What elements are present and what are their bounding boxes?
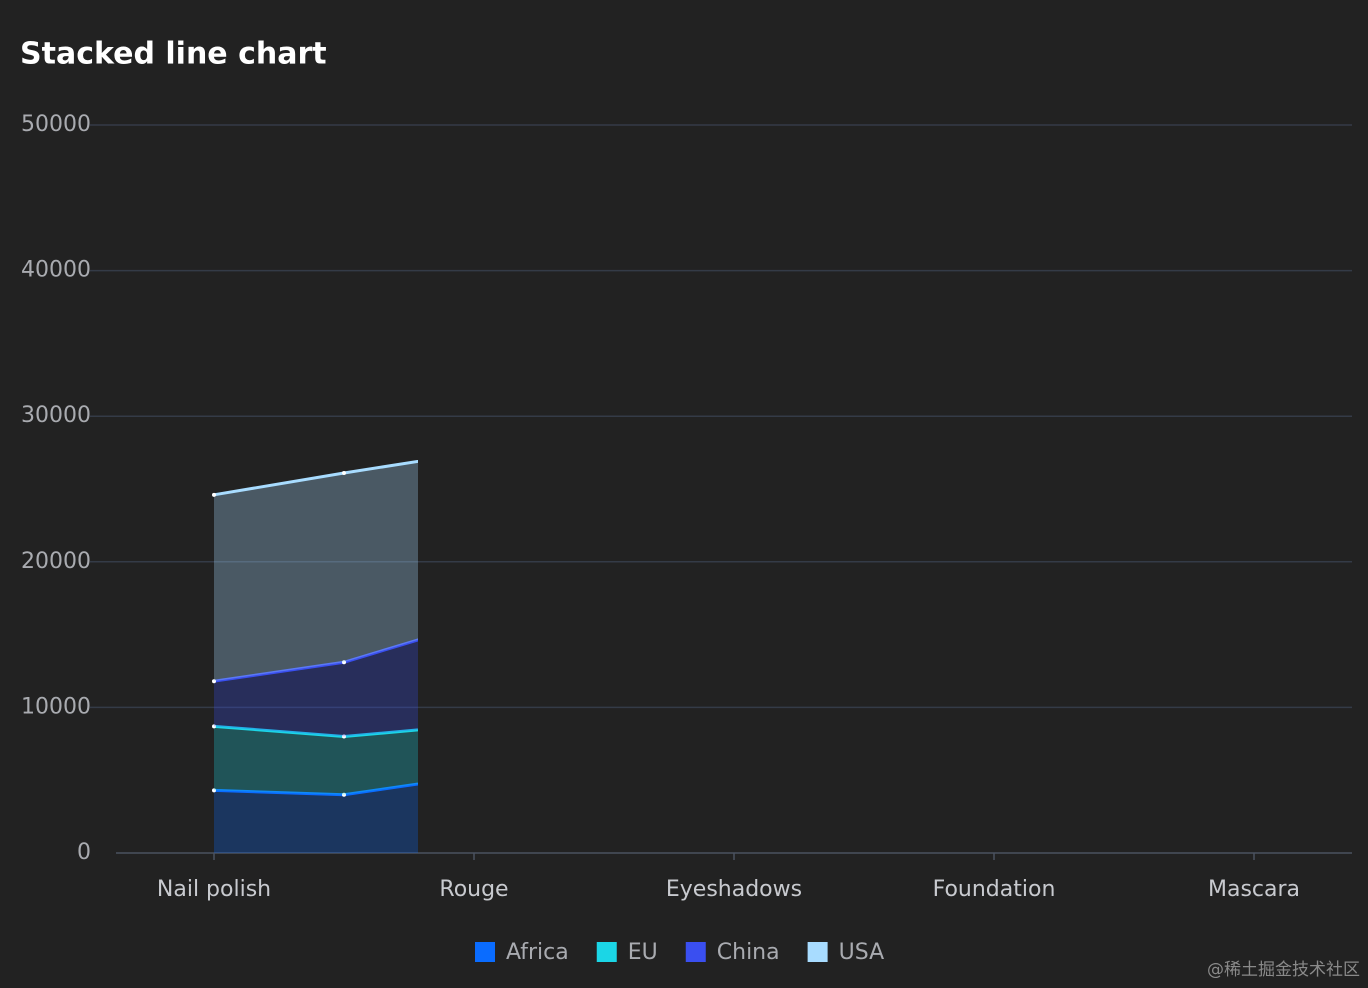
legend-label: Africa [506,940,569,965]
legend-swatch [596,942,617,962]
point [212,788,216,793]
area [214,726,418,795]
y-tick-label: 30000 [21,403,91,428]
chart-title: Stacked line chart [20,37,327,72]
point [472,774,476,778]
legend-label: USA [839,940,885,965]
y-tick-label: 0 [77,840,91,865]
y-tick-label: 40000 [21,258,91,283]
legend-swatch [807,942,828,962]
x-tick-label: Foundation [933,877,1056,902]
y-tick-label: 10000 [21,694,91,719]
x-tick-label: Nail polish [157,877,271,902]
y-tick-label: 50000 [21,112,91,137]
area [214,783,418,853]
area [214,639,418,737]
point [212,724,216,729]
point [472,621,476,625]
point [342,734,346,739]
point [472,451,476,455]
x-tick-label: Eyeshadows [666,877,802,902]
point [472,723,476,727]
legend-label: China [717,940,780,965]
x-tick-label: Rouge [439,877,508,902]
legend-label: EU [628,940,658,965]
point [342,470,346,475]
point [342,792,346,797]
legend-swatch [685,942,706,962]
plot-area [212,451,476,853]
area [214,461,418,682]
legend-swatch [475,942,495,962]
point [212,492,216,497]
watermark: @稀土掘金技术社区 [1207,960,1360,980]
y-tick-label: 20000 [21,549,91,574]
point [342,660,346,665]
point [212,679,216,684]
x-tick-label: Mascara [1208,877,1300,902]
